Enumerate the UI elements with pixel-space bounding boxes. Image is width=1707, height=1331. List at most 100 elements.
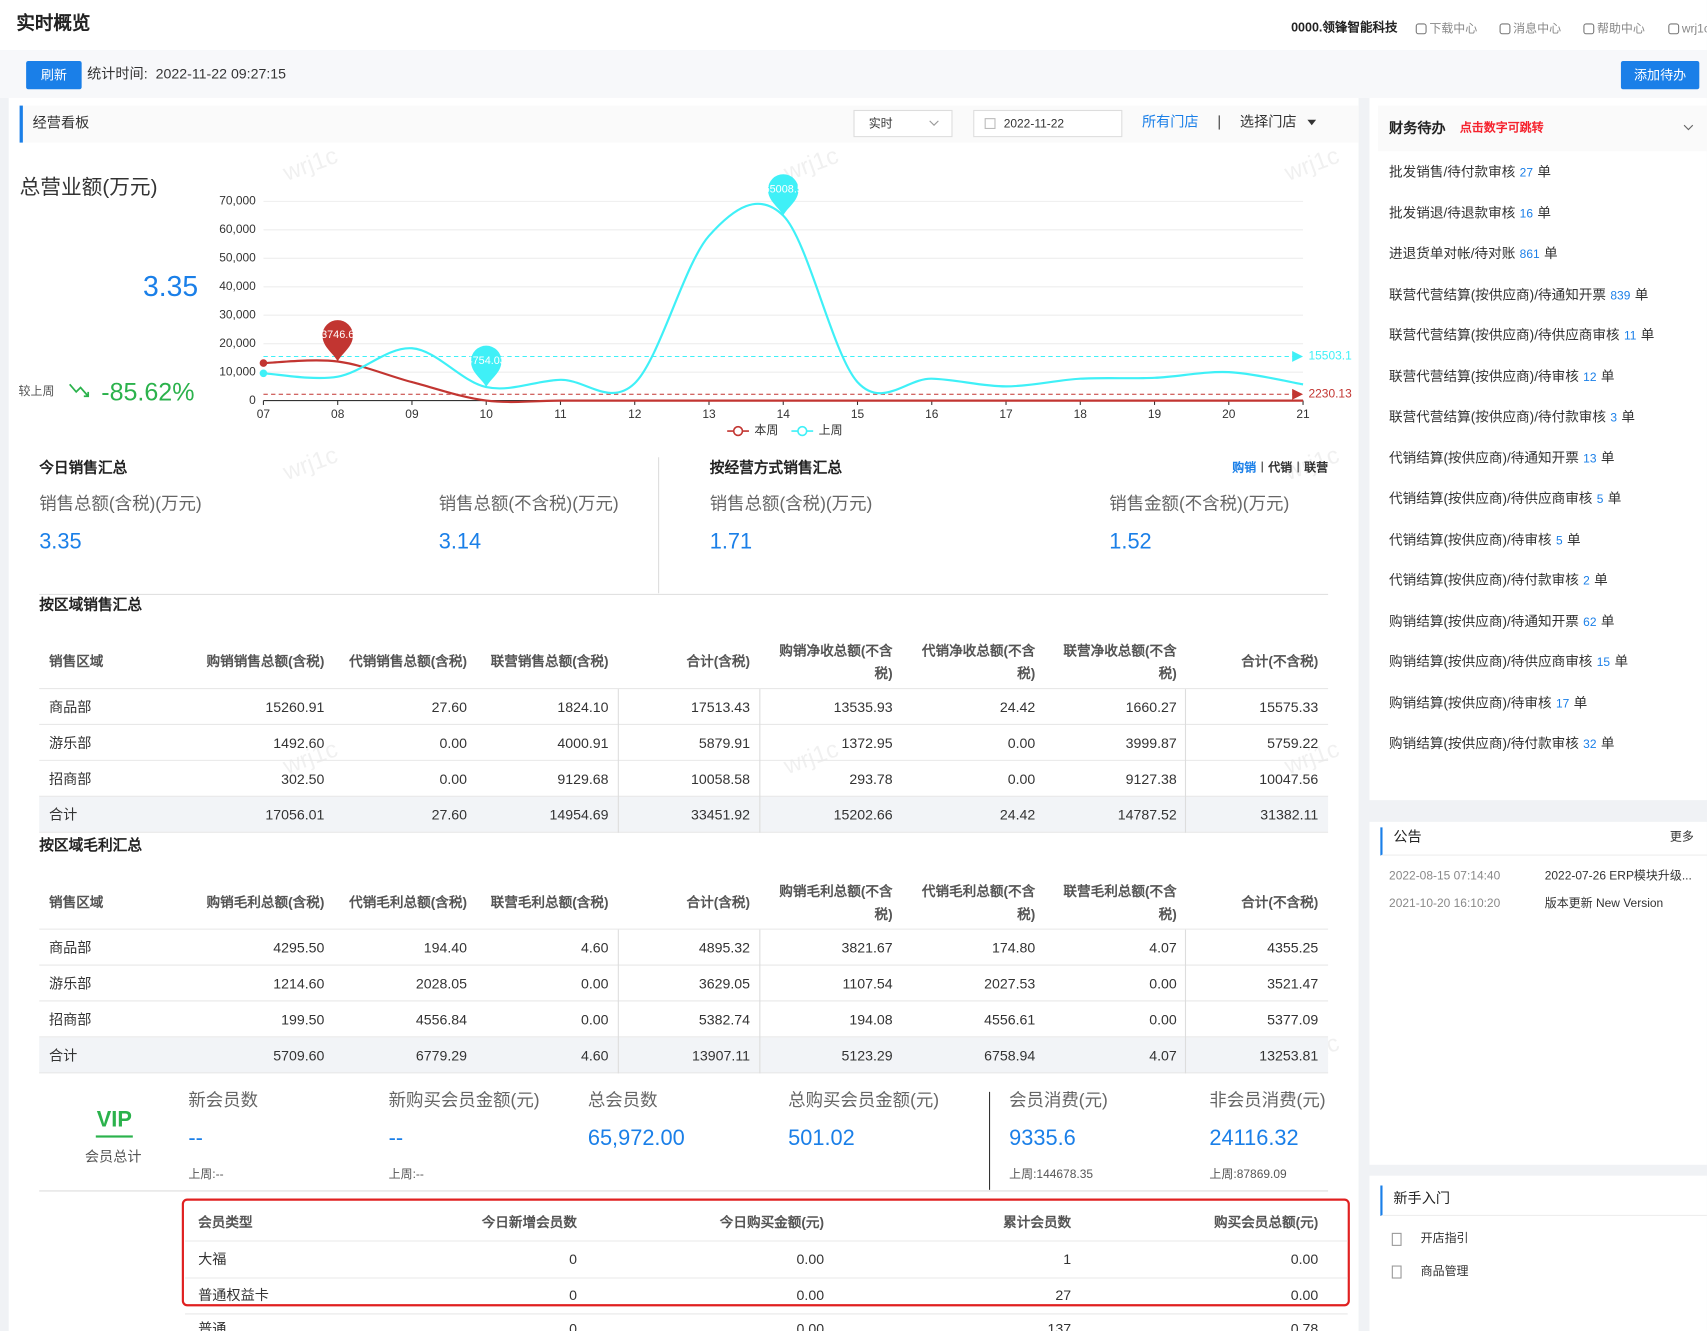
todo-item[interactable]: 代销结算(按供应商)/待通知开票 13 单 (1389, 447, 1614, 470)
table-cell: 4.07 (1149, 939, 1177, 956)
todo-label[interactable]: 联营代营结算(按供应商)/待审核 (1389, 368, 1579, 384)
table-cell: 游乐部 (48, 975, 92, 992)
table-header: 合计(不含税) (1241, 894, 1319, 911)
todo-count[interactable]: 12 (1583, 370, 1597, 384)
header-link[interactable]: 下载中心 (1429, 22, 1478, 36)
mode-tab[interactable]: 购销 (1232, 461, 1257, 475)
mode-tab[interactable]: 代销 (1268, 461, 1293, 475)
table-cell: 普通权益卡 (198, 1286, 269, 1304)
todo-item[interactable]: 购销结算(按供应商)/待通知开票 62 单 (1389, 610, 1614, 633)
todo-count[interactable]: 5 (1555, 533, 1563, 548)
stat-time: 2022-11-22 09:27:15 (155, 65, 287, 82)
table-cell: 合计 (48, 806, 78, 823)
todo-item[interactable]: 批发销售/待付款审核 27 单 (1389, 161, 1551, 184)
guide-item[interactable]: 开店指引 (1420, 1232, 1469, 1246)
todo-item[interactable]: 联营代营结算(按供应商)/待付款审核 3 单 (1389, 406, 1635, 429)
todo-count[interactable]: 839 (1610, 289, 1631, 303)
table-cell: 27.60 (431, 698, 468, 715)
table-header: 购销毛利总额(含税) (206, 894, 325, 911)
todo-label[interactable]: 批发销退/待退款审核 (1389, 205, 1516, 221)
all-stores-link[interactable]: 所有门店 (1141, 113, 1199, 130)
todo-header (1378, 105, 1707, 152)
summary-label: 销售总额(含税)(万元) (709, 495, 873, 514)
board-header (19, 105, 1359, 143)
member-stat-value: -- (188, 1126, 203, 1151)
header-link[interactable]: 消息中心 (1513, 22, 1562, 36)
date-value[interactable]: 2022-11-22 (1003, 117, 1065, 131)
company-name: 0000.领锋智能科技 (1291, 22, 1398, 36)
summary-value: 3.14 (438, 530, 482, 555)
notice-title: 公告 (1393, 828, 1422, 846)
todo-item[interactable]: 购销结算(按供应商)/待付款审核 32 单 (1389, 733, 1614, 756)
add-todo-label[interactable]: 添加待办 (1633, 67, 1687, 83)
notice-text[interactable]: 版本更新 New Version (1544, 896, 1664, 910)
todo-count[interactable]: 13 (1583, 452, 1597, 466)
todo-count[interactable]: 32 (1583, 738, 1597, 752)
todo-label[interactable]: 购销结算(按供应商)/待通知开票 (1389, 613, 1579, 629)
table-header: 购销销售总额(含税) (206, 654, 325, 670)
table-cell: 5879.91 (698, 734, 751, 751)
todo-item[interactable]: 联营代营结算(按供应商)/待供应商审核 11 单 (1389, 324, 1654, 347)
todo-label[interactable]: 购销结算(按供应商)/待供应商审核 (1389, 654, 1593, 670)
table-header: 销售区域 (48, 894, 104, 911)
table-cell: 27 (1055, 1286, 1072, 1304)
mode-tab[interactable]: 联营 (1304, 461, 1329, 475)
table-header: 购销毛利总额(不含税) (779, 883, 893, 922)
select-store[interactable]: 选择门店 (1239, 113, 1297, 130)
todo-label[interactable]: 购销结算(按供应商)/待审核 (1389, 695, 1552, 711)
refresh-label[interactable]: 刷新 (40, 67, 67, 83)
todo-label[interactable]: 联营代营结算(按供应商)/待供应商审核 (1389, 327, 1620, 343)
todo-item[interactable]: 进退货单对帐/待对账 861 单 (1389, 243, 1558, 266)
mode-select-value[interactable]: 实时 (868, 117, 893, 131)
todo-item[interactable]: 联营代营结算(按供应商)/待通知开票 839 单 (1389, 284, 1648, 307)
table-cell: 0.00 (796, 1320, 825, 1331)
table-header: 合计(含税) (686, 654, 751, 670)
todo-count[interactable]: 5 (1596, 493, 1604, 507)
table-cell: 15575.33 (1259, 698, 1319, 715)
todo-item[interactable]: 代销结算(按供应商)/待供应商审核 5 单 (1389, 488, 1621, 511)
todo-count[interactable]: 17 (1555, 697, 1570, 711)
todo-item[interactable]: 批发销退/待退款审核 16 单 (1389, 202, 1551, 225)
todo-count[interactable]: 861 (1519, 248, 1540, 262)
date-picker[interactable] (973, 109, 1123, 138)
table-header: 购买会员总额(元) (1213, 1214, 1319, 1230)
header-link[interactable]: 帮助中心 (1596, 22, 1645, 36)
notice-text[interactable]: 2022-07-26 ERP模块升级... (1544, 869, 1692, 883)
table-header: 合计(不含税) (1241, 654, 1319, 670)
todo-label[interactable]: 联营代营结算(按供应商)/待付款审核 (1389, 409, 1607, 425)
todo-unit: 单 (1634, 286, 1649, 303)
todo-label[interactable]: 进退货单对帐/待对账 (1389, 246, 1516, 262)
todo-item[interactable]: 购销结算(按供应商)/待审核 17 单 (1389, 692, 1587, 715)
member-stat-prev: 上周:-- (188, 1167, 224, 1181)
todo-count[interactable]: 3 (1610, 411, 1618, 425)
todo-item[interactable]: 联营代营结算(按供应商)/待审核 12 单 (1389, 365, 1614, 388)
compare-value: -85.62% (101, 377, 195, 406)
refresh-button[interactable] (26, 60, 82, 90)
notice-more[interactable]: 更多 (1669, 830, 1694, 844)
todo-item[interactable]: 购销结算(按供应商)/待供应商审核 15 单 (1389, 651, 1628, 674)
add-todo-button[interactable] (1620, 60, 1700, 90)
header-link[interactable]: wrj1c (1681, 22, 1707, 36)
todo-count[interactable]: 2 (1583, 574, 1590, 588)
member-stat-label: 新会员数 (188, 1091, 259, 1111)
table-cell: 1214.60 (273, 975, 325, 992)
table-cell: 招商部 (48, 770, 92, 787)
todo-count[interactable]: 62 (1583, 615, 1597, 629)
todo-count[interactable]: 27 (1519, 166, 1534, 180)
todo-label[interactable]: 批发销售/待付款审核 (1389, 164, 1516, 180)
table-cell: 293.78 (849, 770, 893, 787)
todo-label[interactable]: 代销结算(按供应商)/待审核 (1389, 531, 1552, 548)
todo-label[interactable]: 代销结算(按供应商)/待通知开票 (1389, 450, 1579, 466)
todo-label[interactable]: 代销结算(按供应商)/待供应商审核 (1389, 490, 1593, 507)
todo-item[interactable]: 代销结算(按供应商)/待付款审核 2 单 (1389, 569, 1608, 592)
todo-count[interactable]: 15 (1596, 656, 1611, 670)
todo-label[interactable]: 购销结算(按供应商)/待付款审核 (1389, 735, 1579, 752)
todo-label[interactable]: 代销结算(按供应商)/待付款审核 (1389, 572, 1579, 588)
guide-item[interactable]: 商品管理 (1420, 1264, 1469, 1278)
todo-count[interactable]: 11 (1623, 329, 1637, 343)
todo-label[interactable]: 联营代营结算(按供应商)/待通知开票 (1389, 286, 1607, 303)
todo-count[interactable]: 16 (1519, 207, 1534, 221)
table-cell: 199.50 (281, 1011, 325, 1028)
todo-item[interactable]: 代销结算(按供应商)/待审核 5 单 (1389, 529, 1581, 552)
